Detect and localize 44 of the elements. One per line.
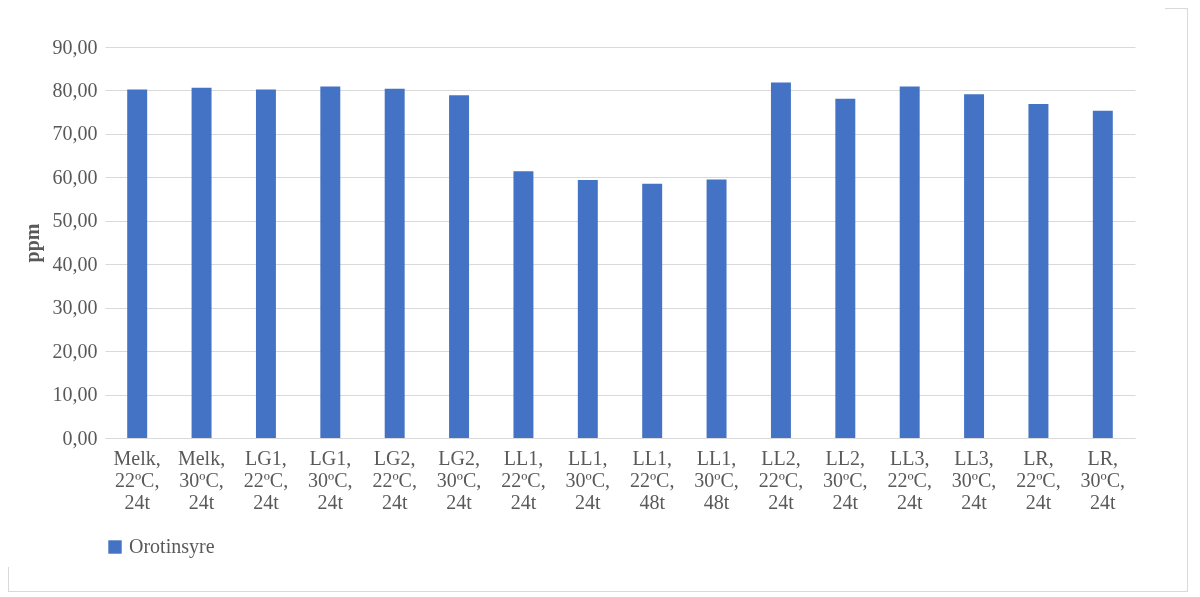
x-tick-label: LR, 30ºC, 24t [1080, 446, 1126, 513]
bar [384, 88, 405, 438]
x-tick-label: LL3, 22ºC, 24t [887, 446, 932, 513]
x-tick-label: LG2, 30ºC, 24t [436, 446, 482, 513]
x-tick-label: LG1, 30ºC, 24t [308, 446, 353, 513]
legend-label: Orotinsyre [129, 535, 215, 558]
y-tick-label: 50,00 [52, 209, 98, 232]
bar [642, 183, 663, 438]
y-tick-label: 80,00 [52, 78, 98, 101]
x-tick-label: LL1, 22ºC, 24t [501, 446, 546, 513]
x-tick-label: Melk, 22ºC, 24t [113, 446, 161, 513]
y-axis-title: ppm [20, 223, 44, 263]
bar [513, 171, 534, 438]
bar [191, 87, 212, 438]
x-tick-label: LG1, 22ºC, 24t [243, 446, 289, 513]
bar [899, 86, 920, 438]
x-tick-label: LL2, 30ºC, 24t [823, 446, 868, 513]
bar [127, 89, 148, 438]
x-tick-label: LG2, 22ºC, 24t [372, 446, 417, 513]
y-tick-label: 0,00 [62, 426, 98, 449]
x-tick-label: LL1, 30ºC, 48t [694, 446, 739, 513]
x-tick-label: LL1, 22ºC, 48t [629, 446, 675, 513]
x-tick-label: Melk, 30ºC, 24t [177, 446, 226, 513]
y-tick-label: 30,00 [52, 296, 98, 319]
bar [320, 86, 341, 438]
bar [964, 94, 985, 438]
x-tick-label: LL2, 22ºC, 24t [758, 446, 804, 513]
y-tick-label: 60,00 [52, 165, 98, 188]
y-tick-label: 70,00 [52, 122, 98, 145]
bar [1092, 110, 1113, 438]
x-tick-label: LR, 22ºC, 24t [1016, 446, 1061, 513]
y-tick-label: 10,00 [52, 383, 98, 406]
y-tick-label: 20,00 [52, 339, 98, 362]
x-tick-label: LL1, 30ºC, 24t [565, 446, 611, 513]
bar [255, 89, 276, 438]
bar [770, 82, 791, 438]
bar [706, 179, 727, 438]
x-tick-label: LL3, 30ºC, 24t [951, 446, 997, 513]
bar [835, 98, 856, 438]
bar [449, 95, 470, 438]
bar [577, 179, 598, 438]
bar [1028, 103, 1049, 438]
y-tick-label: 40,00 [52, 252, 98, 275]
y-tick-label: 90,00 [52, 35, 98, 58]
